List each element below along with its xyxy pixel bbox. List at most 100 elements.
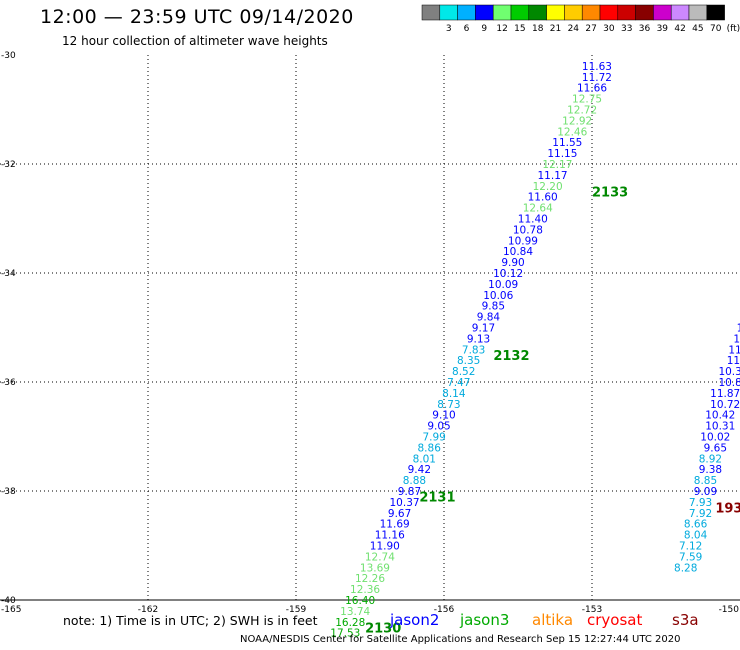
chart-subtitle: 12 hour collection of altimeter wave hei… — [62, 34, 328, 48]
wave-height-value: 8.88 — [403, 475, 426, 487]
wave-height-value: 11.60 — [528, 192, 558, 204]
wave-height-value: 10.37 — [390, 497, 420, 509]
legend-swatch — [670, 4, 690, 21]
wave-height-value: 8.52 — [452, 366, 475, 378]
legend-label: 45 — [692, 24, 703, 34]
legend-swatch — [599, 4, 619, 21]
legend-swatch — [564, 4, 583, 21]
wave-height-value: 7.93 — [689, 497, 712, 509]
legend-label: 21 — [550, 24, 561, 34]
wave-height-value: 12.46 — [557, 126, 587, 138]
wave-height-value: 9.13 — [467, 333, 490, 345]
legend-label: 39 — [657, 24, 669, 34]
legend-swatch — [421, 4, 441, 21]
wave-height-value: 11 — [728, 344, 740, 356]
wave-height-value: 10.3 — [718, 366, 740, 378]
wave-height-value: 12.17 — [542, 159, 572, 171]
wave-height-value: 16.40 — [345, 595, 375, 607]
wave-height-value: 8.73 — [437, 399, 460, 411]
wave-height-value: 12.74 — [365, 551, 395, 563]
wave-height-value: 9.38 — [699, 464, 722, 476]
x-tick-label: -159 — [286, 605, 307, 615]
legend-label: 27 — [585, 24, 596, 34]
legend-swatch — [581, 4, 601, 21]
y-tick-label: -34 — [1, 269, 16, 279]
wave-height-value: 12.20 — [533, 181, 563, 193]
wave-height-value: 7.47 — [447, 377, 470, 389]
legend-label: 12 — [496, 24, 507, 34]
legend-label: 18 — [532, 24, 544, 34]
wave-height-value: 11.72 — [582, 72, 612, 84]
legend-label: 70 — [710, 24, 722, 34]
wave-height-value: 1 — [737, 323, 740, 335]
wave-height-value: 8.85 — [694, 475, 717, 487]
wave-height-value: 17.53 — [330, 628, 360, 640]
wave-height-value: 11.55 — [552, 137, 582, 149]
wave-height-value: 8.86 — [418, 442, 442, 454]
track-time-label: 2130 — [365, 621, 401, 636]
track-time-label: 2133 — [592, 185, 628, 200]
wave-height-value: 10.78 — [513, 224, 543, 236]
track-time-label: 2132 — [493, 349, 529, 364]
wave-height-value: 9.67 — [388, 508, 411, 520]
wave-height-value: 10.12 — [493, 268, 523, 280]
legend-label: 24 — [568, 24, 580, 34]
x-tick-label: -150 — [719, 605, 740, 615]
wave-height-value: 8.28 — [674, 562, 697, 574]
wave-height-value: 9.65 — [704, 442, 727, 454]
x-tick-label: -153 — [582, 605, 602, 615]
legend-label: 9 — [481, 24, 487, 34]
wave-height-value: 7.92 — [689, 508, 712, 520]
wave-height-value: 10.02 — [700, 432, 730, 444]
wave-height-value: 9.10 — [432, 410, 455, 422]
legend-label: 36 — [639, 24, 651, 34]
wave-height-value: 10.42 — [705, 410, 735, 422]
legend-label: 3 — [446, 24, 452, 34]
wave-height-value: 7.59 — [679, 551, 702, 563]
wave-height-value: 10.8 — [718, 377, 740, 389]
wave-height-value: 11. — [727, 355, 740, 367]
y-tick-label: -32 — [1, 160, 16, 170]
satellite-legend-jason2: jason2 — [389, 611, 439, 629]
wave-height-value: 12.36 — [350, 584, 380, 596]
track-time-label: 2131 — [419, 490, 455, 505]
wave-height-value: 12.72 — [567, 105, 597, 117]
wave-height-value: 8.66 — [684, 519, 708, 531]
wave-height-value: 8.14 — [442, 388, 466, 400]
legend-swatch — [688, 4, 708, 21]
wave-height-value: 9.90 — [501, 257, 524, 269]
wave-height-value: 8.92 — [699, 453, 722, 465]
wave-height-value: 9.87 — [398, 486, 421, 498]
wave-height-value: 16.28 — [335, 617, 365, 629]
wave-height-value: 9.09 — [694, 486, 717, 498]
legend-label: 15 — [514, 24, 525, 34]
legend-label: 42 — [674, 24, 685, 34]
wave-height-value: 12.26 — [355, 573, 385, 585]
legend-swatch — [457, 4, 476, 21]
wave-height-value: 13.74 — [340, 606, 370, 618]
wave-height-value: 11.63 — [582, 61, 612, 73]
wave-height-value: 7.83 — [462, 344, 485, 356]
wave-height-value: 11.90 — [370, 541, 400, 553]
wave-height-value: 11.16 — [375, 530, 405, 542]
wave-height-value: 10.72 — [710, 399, 740, 411]
y-tick-label: -38 — [1, 487, 16, 497]
legend-label: 30 — [603, 24, 615, 34]
wave-height-value: 11.17 — [538, 170, 568, 182]
wave-height-value: 13.69 — [360, 562, 390, 574]
legend-swatch — [492, 4, 512, 21]
legend-swatch — [706, 4, 725, 21]
satellite-legend-altika: altika — [532, 611, 573, 629]
wave-height-value: 10.99 — [508, 235, 538, 247]
wave-height-value: 10.06 — [483, 290, 513, 302]
track-time-label: 193 — [715, 501, 740, 516]
legend-swatch — [528, 4, 547, 21]
wave-height-value: 9.42 — [408, 464, 431, 476]
footer-credit: NOAA/NESDIS Center for Satellite Applica… — [240, 634, 681, 645]
wave-height-value: 11.87 — [710, 388, 740, 400]
legend-unit: (ft) — [727, 24, 740, 34]
y-tick-label: -40 — [1, 596, 16, 606]
wave-height-value: 8.35 — [457, 355, 480, 367]
wave-height-value: 12.64 — [523, 203, 553, 215]
